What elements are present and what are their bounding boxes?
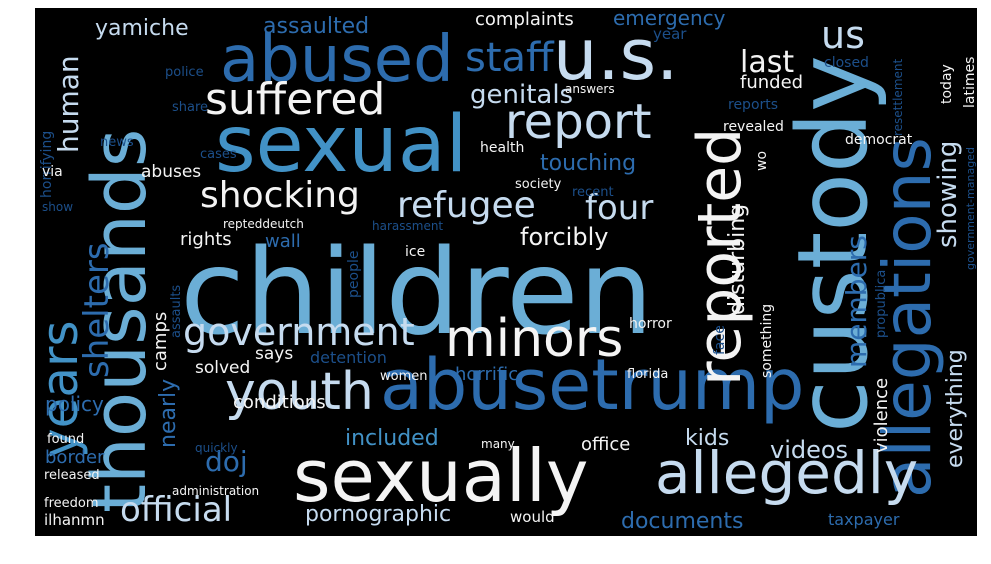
word-health: health [480, 140, 525, 156]
word-complaints: complaints [475, 9, 574, 30]
word-sexually: sexually [293, 434, 589, 518]
word-answers: answers [565, 82, 615, 96]
word-show: show [42, 200, 74, 214]
word-people: people [346, 250, 362, 298]
word-u-s-: u.s. [553, 14, 679, 96]
word-reports: reports [728, 97, 779, 113]
word-conditions: conditions [233, 392, 326, 413]
word-abusetrump: abusetrump [380, 344, 805, 426]
word-solved: solved [195, 358, 251, 378]
word-harassment: harassment [372, 219, 444, 233]
word-rights: rights [180, 229, 232, 250]
word-border: border [45, 447, 105, 468]
word-horror: horror [629, 316, 672, 332]
word-propublica: propublica [874, 269, 889, 338]
word-yamiche: yamiche [95, 16, 189, 41]
word-assaulted: assaulted [263, 14, 370, 39]
word-showing: showing [933, 140, 963, 248]
word-nearly: nearly [156, 378, 181, 448]
word-says: says [255, 344, 294, 364]
word-repteddeutch: repteddeutch [223, 217, 304, 231]
word-government: government [183, 310, 415, 354]
word-government-managed: government-managed [964, 147, 977, 270]
word-via: via [42, 164, 63, 180]
word-women: women [380, 369, 428, 384]
word-news: news [100, 135, 134, 150]
word-recent: recent [572, 185, 614, 200]
word-youth: youth [225, 362, 374, 422]
word-touching: touching [540, 151, 637, 176]
word-wall: wall [265, 231, 301, 252]
word-police: police [165, 65, 204, 80]
word-share: share [172, 100, 209, 115]
word-refugee: refugee [397, 185, 536, 226]
word-year: year [653, 25, 687, 43]
word-sexual: sexual [215, 100, 468, 190]
word-children: children [180, 223, 654, 361]
word-found: found [47, 432, 85, 447]
word-florida: florida [627, 367, 669, 382]
word-many: many [481, 437, 515, 451]
word-quickly: quickly [195, 441, 238, 455]
word-violence: violence [871, 377, 892, 453]
word-taxpayer: taxpayer [828, 510, 900, 529]
word-something: something [759, 303, 775, 378]
word-everything: everything [943, 349, 968, 468]
word-cases: cases [200, 147, 237, 162]
word-disturbing: disturbing [725, 203, 750, 315]
word-camps: camps [150, 311, 171, 371]
word-would: would [510, 508, 555, 526]
word-office: office [581, 434, 631, 455]
word-shocking: shocking [200, 175, 360, 216]
word-human: human [52, 55, 85, 153]
word-ilhanmn: ilhanmn [44, 511, 105, 529]
word-today: today [939, 64, 955, 104]
word-four: four [585, 188, 654, 228]
word-suffered: suffered [205, 74, 386, 125]
word-report: report [505, 94, 652, 150]
word-abused: abused [220, 23, 454, 97]
word-closed: closed [824, 55, 869, 71]
word-allegedly: allegedly [655, 439, 919, 507]
word-latimes: latimes [962, 56, 977, 108]
word-pornographic: pornographic [305, 502, 452, 527]
word-funded: funded [740, 72, 804, 93]
word-us: us [821, 13, 865, 57]
word-released: released [44, 468, 100, 483]
word-genitals: genitals [470, 80, 574, 110]
word-administration: administration [172, 484, 260, 498]
word-horrific: horrific [455, 364, 519, 385]
word-policy: policy [45, 392, 104, 416]
word-detention: detention [310, 348, 387, 367]
word-ice: ice [405, 244, 426, 260]
word-abuses: abuses [141, 162, 202, 182]
word-resettlement: resettlement [891, 58, 905, 136]
word-documents: documents [621, 509, 744, 534]
word-members: members [840, 235, 873, 368]
word-kids: kids [685, 426, 730, 451]
word-staff: staff [465, 35, 554, 81]
word-videos: videos [770, 436, 849, 464]
word-official: official [120, 490, 233, 530]
word-freedom: freedom [44, 496, 99, 511]
word-revealed: revealed [723, 119, 784, 135]
word-forcibly: forcibly [520, 223, 609, 251]
word-emergency: emergency [613, 8, 726, 30]
word-shelters: shelters [77, 242, 117, 378]
word-cloud: children thousands custody sexual abusetrump… [35, 8, 977, 536]
word-minors: minors [445, 309, 624, 369]
word-assaults: assaults [169, 284, 184, 338]
word-wo: wo [754, 150, 770, 171]
word-included: included [345, 426, 439, 451]
word-society: society [515, 177, 562, 192]
word-face: face [712, 325, 728, 355]
word-doj: doj [205, 445, 248, 478]
word-last: last [740, 45, 795, 80]
word-democrat: democrat [845, 132, 913, 148]
